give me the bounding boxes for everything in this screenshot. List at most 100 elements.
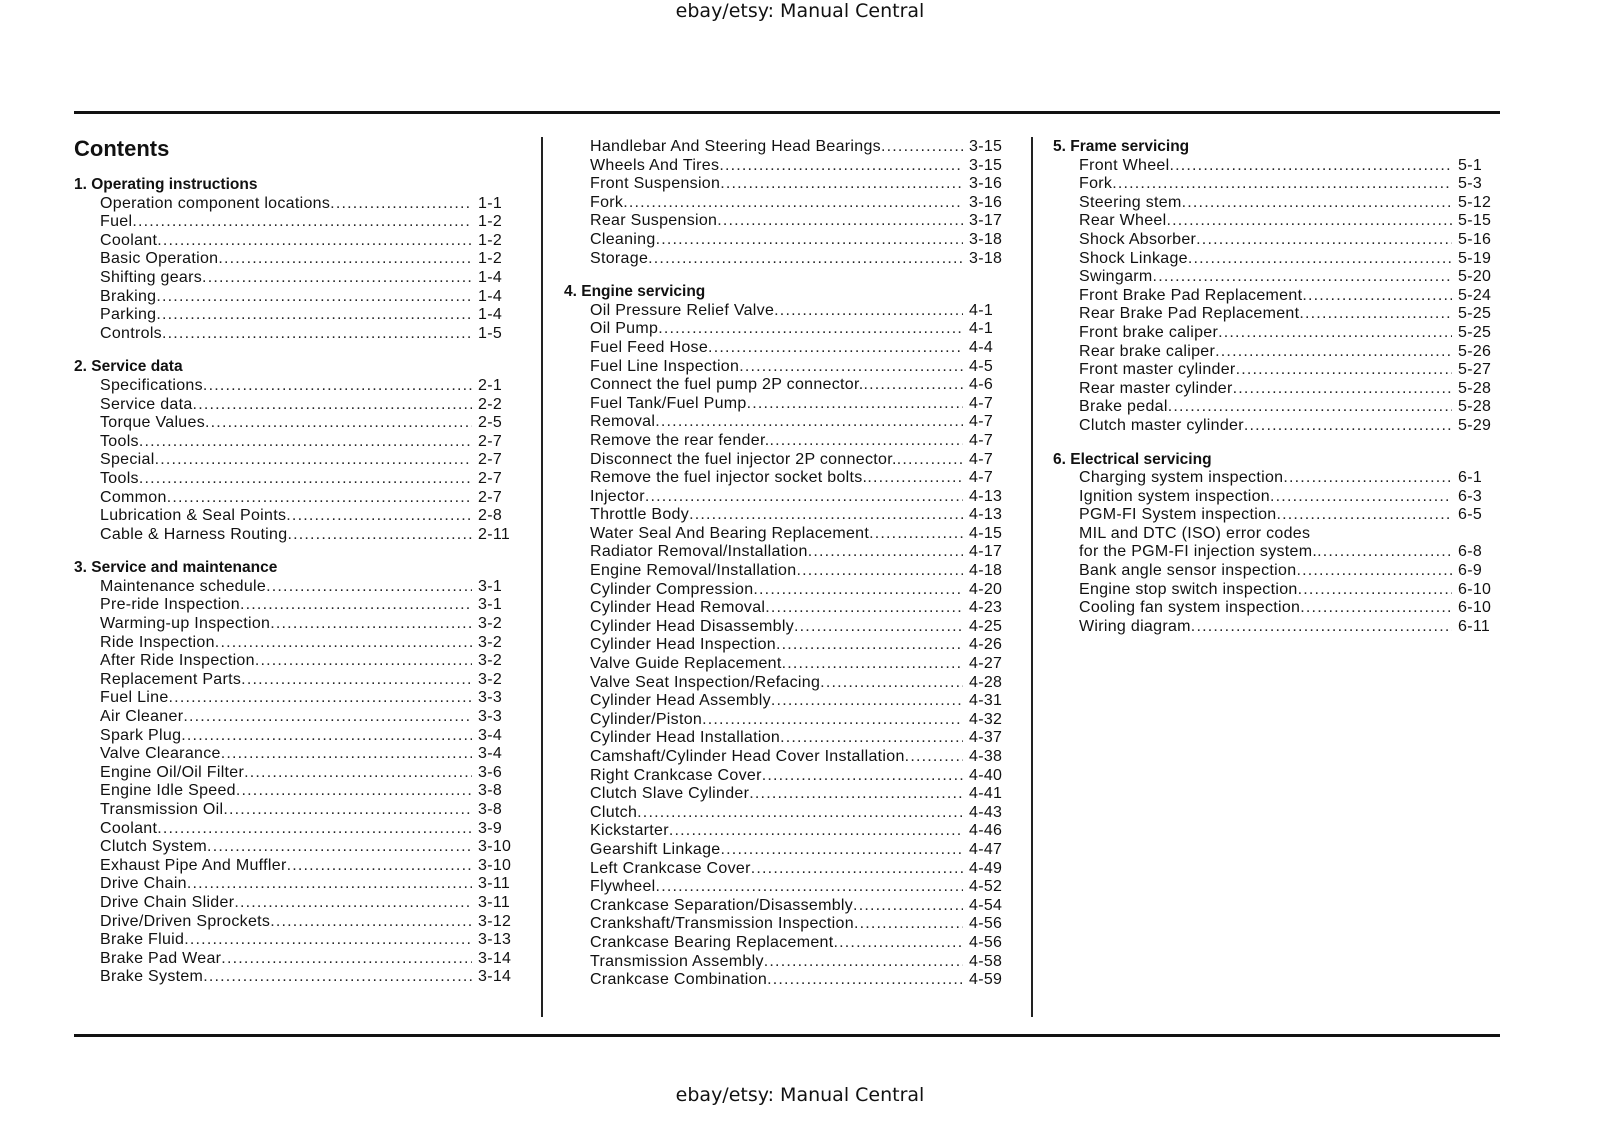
toc-entry[interactable]: Fuel Line Inspection 4-5 [564, 358, 1005, 377]
toc-entry[interactable]: Storage 3-18 [564, 250, 1005, 269]
toc-entry[interactable]: Steering stem 5-12 [1053, 194, 1494, 213]
toc-entry[interactable]: Transmission Oil 3-8 [74, 801, 514, 820]
toc-entry[interactable]: Ride Inspection 3-2 [74, 634, 514, 653]
toc-entry[interactable]: Brake Fluid 3-13 [74, 931, 514, 950]
toc-entry[interactable]: Crankcase Separation/Disassembly 4-54 [564, 897, 1005, 916]
toc-entry[interactable]: Tools 2-7 [74, 470, 514, 489]
toc-entry[interactable]: Charging system inspection 6-1 [1053, 469, 1494, 488]
toc-entry[interactable]: Water Seal And Bearing Replacement 4-15 [564, 525, 1005, 544]
toc-entry[interactable]: Handlebar And Steering Head Bearings 3-15 [564, 138, 1005, 157]
toc-entry[interactable]: Gearshift Linkage 4-47 [564, 841, 1005, 860]
toc-entry[interactable]: Shock Absorber 5-16 [1053, 231, 1494, 250]
toc-entry[interactable]: Clutch master cylinder 5-29 [1053, 417, 1494, 436]
toc-entry[interactable]: Common 2-7 [74, 489, 514, 508]
toc-entry[interactable]: Remove the rear fender. 4-7 [564, 432, 1005, 451]
toc-entry[interactable]: Drive Chain Slider 3-11 [74, 894, 514, 913]
toc-entry[interactable]: Brake pedal 5-28 [1053, 398, 1494, 417]
toc-entry[interactable]: Clutch System 3-10 [74, 838, 514, 857]
toc-entry[interactable]: Fork 5-3 [1053, 175, 1494, 194]
toc-entry[interactable]: Spark Plug 3-4 [74, 727, 514, 746]
toc-entry[interactable]: Removal 4-7 [564, 413, 1005, 432]
toc-entry[interactable]: Camshaft/Cylinder Head Cover Installatio… [564, 748, 1005, 767]
toc-entry[interactable]: for the PGM-FI injection system. 6-8 [1053, 543, 1494, 562]
toc-entry[interactable]: Cylinder Head Assembly 4-31 [564, 692, 1005, 711]
toc-entry[interactable]: Basic Operation 1-2 [74, 250, 514, 269]
toc-entry[interactable]: Disconnect the fuel injector 2P connecto… [564, 451, 1005, 470]
toc-entry[interactable]: Drive Chain 3-11 [74, 875, 514, 894]
toc-entry[interactable]: Coolant 3-9 [74, 820, 514, 839]
toc-entry[interactable]: Engine Oil/Oil Filter 3-6 [74, 764, 514, 783]
toc-entry[interactable]: Fuel Tank/Fuel Pump 4-7 [564, 395, 1005, 414]
toc-entry[interactable]: Tools 2-7 [74, 433, 514, 452]
toc-entry[interactable]: Engine stop switch inspection 6-10 [1053, 581, 1494, 600]
toc-entry[interactable]: Crankshaft/Transmission Inspection 4-56 [564, 915, 1005, 934]
toc-entry[interactable]: PGM-FI System inspection 6-5 [1053, 506, 1494, 525]
toc-entry[interactable]: Service data 2-2 [74, 396, 514, 415]
toc-entry[interactable]: Clutch 4-43 [564, 804, 1005, 823]
toc-entry[interactable]: Air Cleaner 3-3 [74, 708, 514, 727]
toc-entry[interactable]: Operation component locations 1-1 [74, 195, 514, 214]
toc-entry[interactable]: Fuel 1-2 [74, 213, 514, 232]
toc-entry[interactable]: Exhaust Pipe And Muffler 3-10 [74, 857, 514, 876]
toc-entry[interactable]: Engine Removal/Installation 4-18 [564, 562, 1005, 581]
toc-entry[interactable]: Cylinder/Piston 4-32 [564, 711, 1005, 730]
toc-entry[interactable]: Injector 4-13 [564, 488, 1005, 507]
toc-entry[interactable]: Brake Pad Wear 3-14 [74, 950, 514, 969]
toc-entry[interactable]: Crankcase Bearing Replacement 4-56 [564, 934, 1005, 953]
toc-entry[interactable]: Swingarm 5-20 [1053, 268, 1494, 287]
toc-entry[interactable]: Fuel Line 3-3 [74, 689, 514, 708]
toc-entry[interactable]: Special 2-7 [74, 451, 514, 470]
toc-entry[interactable]: Shock Linkage 5-19 [1053, 250, 1494, 269]
toc-entry[interactable]: Shifting gears 1-4 [74, 269, 514, 288]
toc-entry[interactable]: Throttle Body 4-13 [564, 506, 1005, 525]
toc-entry[interactable]: Left Crankcase Cover 4-49 [564, 860, 1005, 879]
toc-entry[interactable]: Wheels And Tires 3-15 [564, 157, 1005, 176]
toc-entry[interactable]: Cylinder Head Removal 4-23 [564, 599, 1005, 618]
toc-entry[interactable]: Parking 1-4 [74, 306, 514, 325]
toc-entry[interactable]: Fork 3-16 [564, 194, 1005, 213]
toc-entry[interactable]: Cylinder Compression 4-20 [564, 581, 1005, 600]
toc-entry[interactable]: Engine Idle Speed 3-8 [74, 782, 514, 801]
toc-entry[interactable]: Rear Brake Pad Replacement 5-25 [1053, 305, 1494, 324]
toc-entry[interactable]: Transmission Assembly 4-58 [564, 953, 1005, 972]
toc-entry[interactable]: Cylinder Head Disassembly 4-25 [564, 618, 1005, 637]
toc-entry[interactable]: Cable & Harness Routing 2-11 [74, 526, 514, 545]
toc-entry[interactable]: Cylinder Head Installation 4-37 [564, 729, 1005, 748]
toc-entry[interactable]: Right Crankcase Cover 4-40 [564, 767, 1005, 786]
toc-entry[interactable]: Front Suspension 3-16 [564, 175, 1005, 194]
toc-entry[interactable]: Valve Clearance 3-4 [74, 745, 514, 764]
toc-entry[interactable]: Drive/Driven Sprockets 3-12 [74, 913, 514, 932]
toc-entry[interactable]: Front master cylinder 5-27 [1053, 361, 1494, 380]
toc-entry[interactable]: Front Wheel 5-1 [1053, 157, 1494, 176]
toc-entry[interactable]: Warming-up Inspection 3-2 [74, 615, 514, 634]
toc-entry[interactable]: Front Brake Pad Replacement 5-24 [1053, 287, 1494, 306]
toc-entry[interactable]: Replacement Parts 3-2 [74, 671, 514, 690]
toc-entry[interactable]: Crankcase Combination 4-59 [564, 971, 1005, 990]
toc-entry[interactable]: Torque Values 2-5 [74, 414, 514, 433]
toc-entry[interactable]: Valve Guide Replacement 4-27 [564, 655, 1005, 674]
toc-entry[interactable]: Rear Suspension 3-17 [564, 212, 1005, 231]
toc-entry[interactable]: Pre-ride Inspection 3-1 [74, 596, 514, 615]
toc-entry[interactable]: Fuel Feed Hose 4-4 [564, 339, 1005, 358]
toc-entry[interactable]: Clutch Slave Cylinder 4-41 [564, 785, 1005, 804]
toc-entry[interactable]: Rear brake caliper 5-26 [1053, 343, 1494, 362]
toc-entry[interactable]: Cleaning 3-18 [564, 231, 1005, 250]
toc-entry[interactable]: Oil Pump 4-1 [564, 320, 1005, 339]
toc-entry[interactable]: Cooling fan system inspection 6-10 [1053, 599, 1494, 618]
toc-entry[interactable]: MIL and DTC (ISO) error codes [1053, 525, 1494, 544]
toc-entry[interactable]: Flywheel 4-52 [564, 878, 1005, 897]
toc-entry[interactable]: After Ride Inspection 3-2 [74, 652, 514, 671]
toc-entry[interactable]: Remove the fuel injector socket bolts. 4-… [564, 469, 1005, 488]
toc-entry[interactable]: Kickstarter 4-46 [564, 822, 1005, 841]
toc-entry[interactable]: Wiring diagram 6-11 [1053, 618, 1494, 637]
toc-entry[interactable]: Specifications 2-1 [74, 377, 514, 396]
toc-entry[interactable]: Rear master cylinder 5-28 [1053, 380, 1494, 399]
toc-entry[interactable]: Oil Pressure Relief Valve 4-1 [564, 302, 1005, 321]
toc-entry[interactable]: Connect the fuel pump 2P connector. 4-6 [564, 376, 1005, 395]
toc-entry[interactable]: Coolant 1-2 [74, 232, 514, 251]
toc-entry[interactable]: Front brake caliper 5-25 [1053, 324, 1494, 343]
toc-entry[interactable]: Radiator Removal/Installation 4-17 [564, 543, 1005, 562]
toc-entry[interactable]: Valve Seat Inspection/Refacing 4-28 [564, 674, 1005, 693]
toc-entry[interactable]: Brake System 3-14 [74, 968, 514, 987]
toc-entry[interactable]: Lubrication & Seal Points 2-8 [74, 507, 514, 526]
